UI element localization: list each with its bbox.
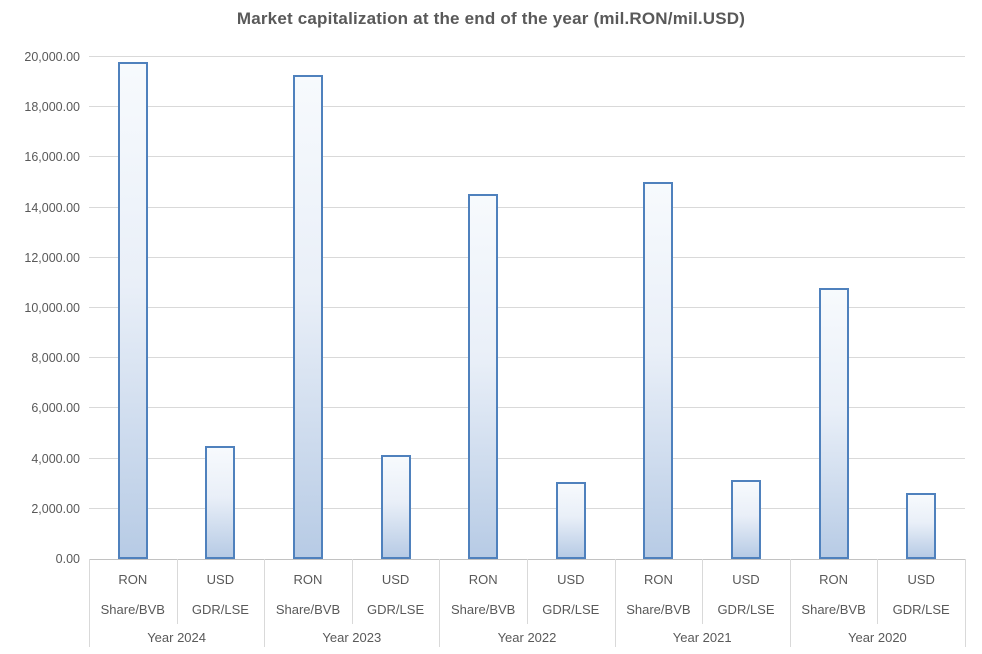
x-sub-label-usd-gdr-lse: USD GDR/LSE xyxy=(877,559,965,624)
bar-year-2024-ron-share-bvb xyxy=(117,62,148,559)
bar-year-2021-usd-gdr-lse xyxy=(731,480,761,559)
x-sub-label-line2: Share/BVB xyxy=(626,602,691,617)
x-sub-label-line2: GDR/LSE xyxy=(892,602,950,617)
y-tick-label: 14,000.00 xyxy=(24,200,80,215)
x-group-label-year-2020: Year 2020 xyxy=(847,630,907,645)
bar-year-2024-usd-gdr-lse xyxy=(205,446,236,559)
x-sub-label-ron-share-bvb: RON Share/BVB xyxy=(264,559,352,624)
y-tick-label: 6,000.00 xyxy=(31,401,80,416)
cell-border xyxy=(352,559,353,624)
cell-border xyxy=(702,559,703,624)
gridline xyxy=(89,56,965,57)
x-sub-label-line2: Share/BVB xyxy=(100,602,165,617)
group-border xyxy=(439,559,440,647)
gridline xyxy=(89,507,965,509)
y-tick-label: 16,000.00 xyxy=(24,150,80,165)
x-sub-label-line1: USD xyxy=(557,572,585,587)
y-tick-label: 20,000.00 xyxy=(24,50,80,64)
y-tick-label: 4,000.00 xyxy=(31,451,80,466)
x-sub-label-line2: Share/BVB xyxy=(275,602,341,617)
x-sub-label-line2: GDR/LSE xyxy=(542,602,600,617)
x-sub-label-line1: USD xyxy=(732,572,760,587)
x-sub-label-line1: RON xyxy=(468,572,498,587)
x-axis-label-area: Year 2024 RON Share/BVB USD GDR/LSE Year 2023… xyxy=(89,559,966,654)
x-group-label-year-2022: Year 2022 xyxy=(497,630,557,645)
group-border xyxy=(264,559,265,647)
y-tick-label: 18,000.00 xyxy=(24,100,80,115)
y-tick-label: 0.00 xyxy=(55,552,80,566)
bar-year-2020-usd-gdr-lse xyxy=(906,493,937,559)
y-tick-label: 12,000.00 xyxy=(24,250,80,265)
x-sub-label-usd-gdr-lse: USD GDR/LSE xyxy=(702,559,790,624)
x-sub-label-line2: Share/BVB xyxy=(451,602,516,617)
x-sub-label-ron-share-bvb: RON Share/BVB xyxy=(790,559,878,624)
group-border xyxy=(965,559,966,647)
bar-year-2021-ron-share-bvb xyxy=(643,182,674,559)
x-sub-label-ron-share-bvb: RON Share/BVB xyxy=(615,559,703,624)
x-sub-label-usd-gdr-lse: USD GDR/LSE xyxy=(352,559,440,624)
x-sub-label-usd-gdr-lse: USD GDR/LSE xyxy=(177,559,265,624)
y-tick-label: 8,000.00 xyxy=(31,351,80,366)
cell-border xyxy=(877,559,878,624)
bar-year-2020-ron-share-bvb xyxy=(818,288,849,559)
x-group-label-year-2023: Year 2023 xyxy=(322,630,382,645)
group-border xyxy=(615,559,616,647)
x-sub-label-line1: USD xyxy=(206,572,235,587)
gridline xyxy=(89,457,965,459)
group-border xyxy=(790,559,791,647)
bar-year-2022-usd-gdr-lse xyxy=(555,482,586,559)
group-border xyxy=(89,559,90,647)
x-sub-label-usd-gdr-lse: USD GDR/LSE xyxy=(527,559,615,624)
x-sub-label-ron-share-bvb: RON Share/BVB xyxy=(89,559,177,624)
gridline xyxy=(89,357,965,359)
x-sub-label-line2: GDR/LSE xyxy=(717,602,775,617)
x-group-label-year-2021: Year 2021 xyxy=(672,630,732,645)
cell-border xyxy=(527,559,528,624)
x-sub-label-line1: USD xyxy=(381,572,410,587)
x-sub-label-line1: RON xyxy=(643,572,673,587)
bar-year-2023-ron-share-bvb xyxy=(293,75,323,559)
x-sub-label-line1: RON xyxy=(118,572,148,587)
bar-year-2023-usd-gdr-lse xyxy=(380,455,411,559)
x-sub-label-line2: GDR/LSE xyxy=(367,602,425,617)
x-sub-label-line1: RON xyxy=(819,572,849,587)
gridline xyxy=(89,407,965,409)
chart-title: Market capitalization at the end of the … xyxy=(236,9,746,28)
x-sub-label-line2: GDR/LSE xyxy=(191,602,249,617)
x-sub-label-ron-share-bvb: RON Share/BVB xyxy=(439,559,527,624)
plot-area: 0.00 2,000.00 4,000.00 6,000.00 8,000.00 10,0… xyxy=(24,50,965,566)
x-sub-label-line1: USD xyxy=(907,572,935,587)
y-tick-label: 2,000.00 xyxy=(31,501,80,516)
x-sub-label-line2: Share/BVB xyxy=(801,602,866,617)
y-tick-label: 10,000.00 xyxy=(24,301,80,315)
gridline xyxy=(89,156,965,158)
cell-border xyxy=(177,559,178,624)
bar-year-2022-ron-share-bvb xyxy=(468,194,499,559)
gridline xyxy=(89,106,965,108)
x-group-label-year-2024: Year 2024 xyxy=(147,630,206,645)
gridline xyxy=(89,256,965,258)
gridline xyxy=(89,206,965,208)
x-sub-label-line1: RON xyxy=(293,572,323,587)
gridline xyxy=(89,307,965,308)
